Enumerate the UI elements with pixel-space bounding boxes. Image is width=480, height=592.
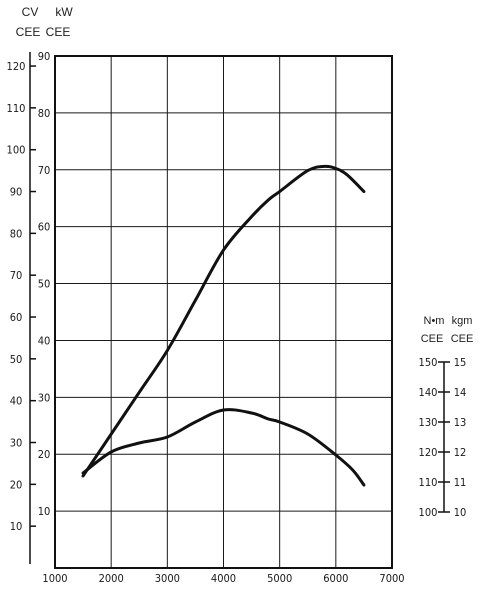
x-tick-label: 5000: [267, 572, 292, 585]
kw-tick-label: 60: [38, 221, 51, 234]
kw-unit-label: kW: [55, 5, 73, 19]
kgm-tick-label: 13: [454, 416, 467, 429]
cv-tick-label: 120: [7, 60, 26, 73]
nm-standard-label: CEE: [421, 333, 444, 345]
cv-tick-label: 60: [10, 311, 23, 324]
torque-curve: [81, 408, 366, 487]
cv-standard-label: CEE: [16, 25, 41, 39]
cv-tick-label: 80: [10, 227, 23, 240]
kw-tick-label: 50: [38, 278, 51, 291]
x-tick-label: 6000: [323, 572, 348, 585]
kw-tick-label: 90: [38, 50, 51, 63]
kgm-standard-label: CEE: [451, 333, 474, 345]
cv-tick-label: 70: [10, 269, 23, 282]
cv-tick-label: 10: [10, 520, 23, 533]
grid: [55, 56, 392, 569]
nm-tick-label: 110: [419, 476, 438, 489]
power-curve: [81, 164, 366, 478]
nm-unit-label: N•m: [424, 315, 445, 327]
x-tick-label: 4000: [211, 572, 236, 585]
kw-tick-label: 80: [38, 107, 51, 120]
tick-labels: 1000 2000 3000 4000 5000 6000 7000 10 20 30 40 50 60…: [7, 50, 467, 585]
nm-tick-label: 120: [419, 446, 438, 459]
kw-tick-label: 70: [38, 164, 51, 177]
kgm-tick-label: 15: [454, 356, 467, 369]
cv-tick-label: 100: [7, 144, 26, 157]
x-tick-label: 7000: [379, 572, 404, 585]
nm-tick-label: 130: [419, 416, 438, 429]
kw-tick-label: 10: [38, 505, 51, 518]
kw-tick-label: 20: [38, 448, 51, 461]
cv-tick-label: 90: [10, 186, 23, 199]
kw-tick-label: 30: [38, 391, 51, 404]
curves: [81, 164, 366, 487]
cv-tick-label: 40: [10, 395, 23, 408]
x-tick-label: 2000: [99, 572, 124, 585]
kgm-unit-label: kgm: [452, 315, 473, 327]
nm-tick-label: 100: [419, 506, 438, 519]
x-tick-label: 3000: [155, 572, 180, 585]
kgm-tick-label: 10: [454, 506, 467, 519]
cv-tick-label: 30: [10, 437, 23, 450]
nm-tick-label: 150: [419, 356, 438, 369]
cv-tick-label: 50: [10, 353, 23, 366]
cv-tick-label: 20: [10, 478, 23, 491]
kgm-tick-label: 12: [454, 446, 467, 459]
kgm-tick-label: 14: [454, 386, 467, 399]
kw-standard-label: CEE: [46, 25, 71, 39]
axes: [29, 52, 450, 569]
cv-tick-label: 110: [7, 102, 26, 115]
x-tick-label: 1000: [42, 572, 67, 585]
kgm-tick-label: 11: [454, 476, 467, 489]
kw-tick-label: 40: [38, 334, 51, 347]
nm-tick-label: 140: [419, 386, 438, 399]
cv-unit-label: CV: [22, 5, 39, 19]
